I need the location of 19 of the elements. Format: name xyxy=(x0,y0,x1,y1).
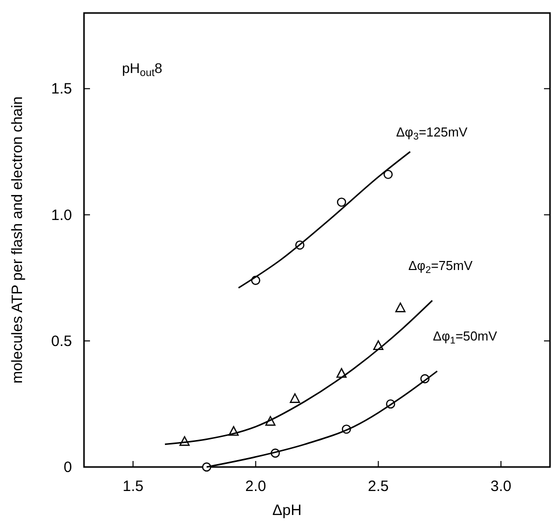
x-tick-label: 3.0 xyxy=(490,478,512,495)
line-series xyxy=(164,300,434,446)
y-tick-label: 1.0 xyxy=(51,206,72,224)
x-axis-title: ΔpH xyxy=(272,502,302,519)
y-tick-label: 1.5 xyxy=(51,80,72,98)
point xyxy=(290,393,300,403)
point xyxy=(395,302,406,312)
y-axis-title: molecules ATP per flash and electron chain xyxy=(9,96,26,384)
text: Δφ$_{1}$=50mV xyxy=(432,328,498,347)
x-tick-label: 2.5 xyxy=(368,478,389,495)
point xyxy=(336,198,346,207)
y-tick-label: 0.5 xyxy=(51,332,72,350)
y-tick-label: 0 xyxy=(64,459,72,476)
x-tick-label: 2.0 xyxy=(245,478,266,495)
annotation: pH$_{out}$8 xyxy=(122,60,163,80)
text: Δφ$_{3}$=125mV xyxy=(396,124,468,142)
x-tick-label: 1.5 xyxy=(122,478,144,495)
point xyxy=(384,170,393,180)
text: Δφ$_{2}$=75mV xyxy=(408,258,473,276)
